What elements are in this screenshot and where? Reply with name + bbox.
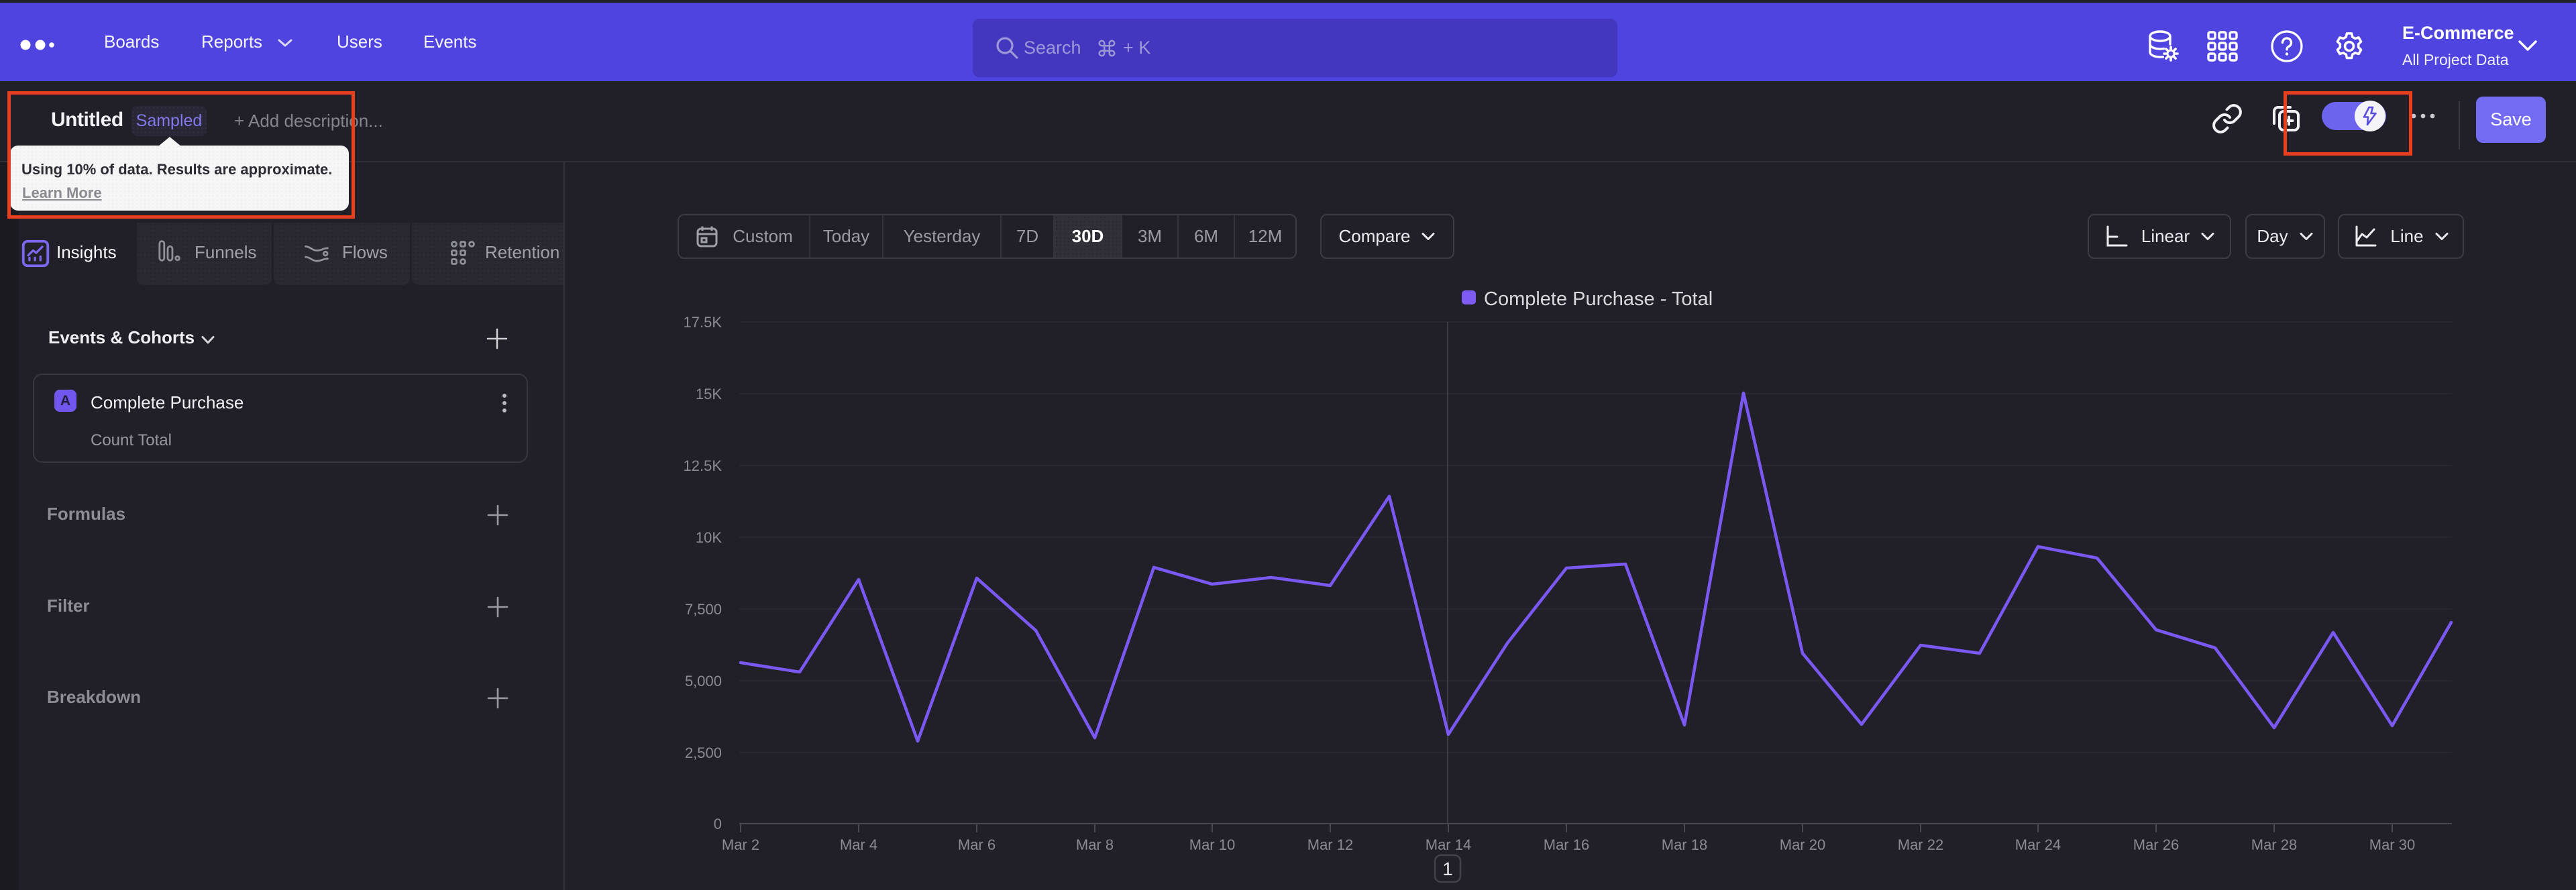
svg-text:12.5K: 12.5K	[684, 457, 722, 474]
svg-text:Mar 6: Mar 6	[958, 836, 996, 853]
svg-text:5,000: 5,000	[685, 673, 722, 689]
svg-text:Mar 24: Mar 24	[2015, 836, 2061, 853]
svg-text:Mar 16: Mar 16	[1544, 836, 1589, 853]
svg-text:Mar 8: Mar 8	[1076, 836, 1114, 853]
svg-text:1: 1	[1442, 858, 1453, 879]
svg-text:Mar 22: Mar 22	[1898, 836, 1943, 853]
svg-text:Mar 4: Mar 4	[840, 836, 877, 853]
svg-text:Mar 28: Mar 28	[2251, 836, 2297, 853]
svg-text:17.5K: 17.5K	[684, 314, 722, 331]
svg-text:0: 0	[714, 816, 722, 832]
svg-text:Mar 2: Mar 2	[722, 836, 759, 853]
svg-text:Mar 30: Mar 30	[2369, 836, 2415, 853]
svg-text:Mar 18: Mar 18	[1662, 836, 1707, 853]
svg-text:10K: 10K	[696, 529, 722, 546]
svg-text:Mar 14: Mar 14	[1426, 836, 1471, 853]
svg-text:Mar 12: Mar 12	[1307, 836, 1353, 853]
svg-text:Mar 26: Mar 26	[2133, 836, 2179, 853]
svg-text:2,500: 2,500	[685, 744, 722, 761]
svg-text:15K: 15K	[696, 386, 722, 402]
svg-text:7,500: 7,500	[685, 601, 722, 618]
svg-text:Mar 10: Mar 10	[1189, 836, 1235, 853]
svg-text:Mar 20: Mar 20	[1780, 836, 1825, 853]
svg-text:Complete Purchase - Total: Complete Purchase - Total	[1484, 288, 1713, 310]
